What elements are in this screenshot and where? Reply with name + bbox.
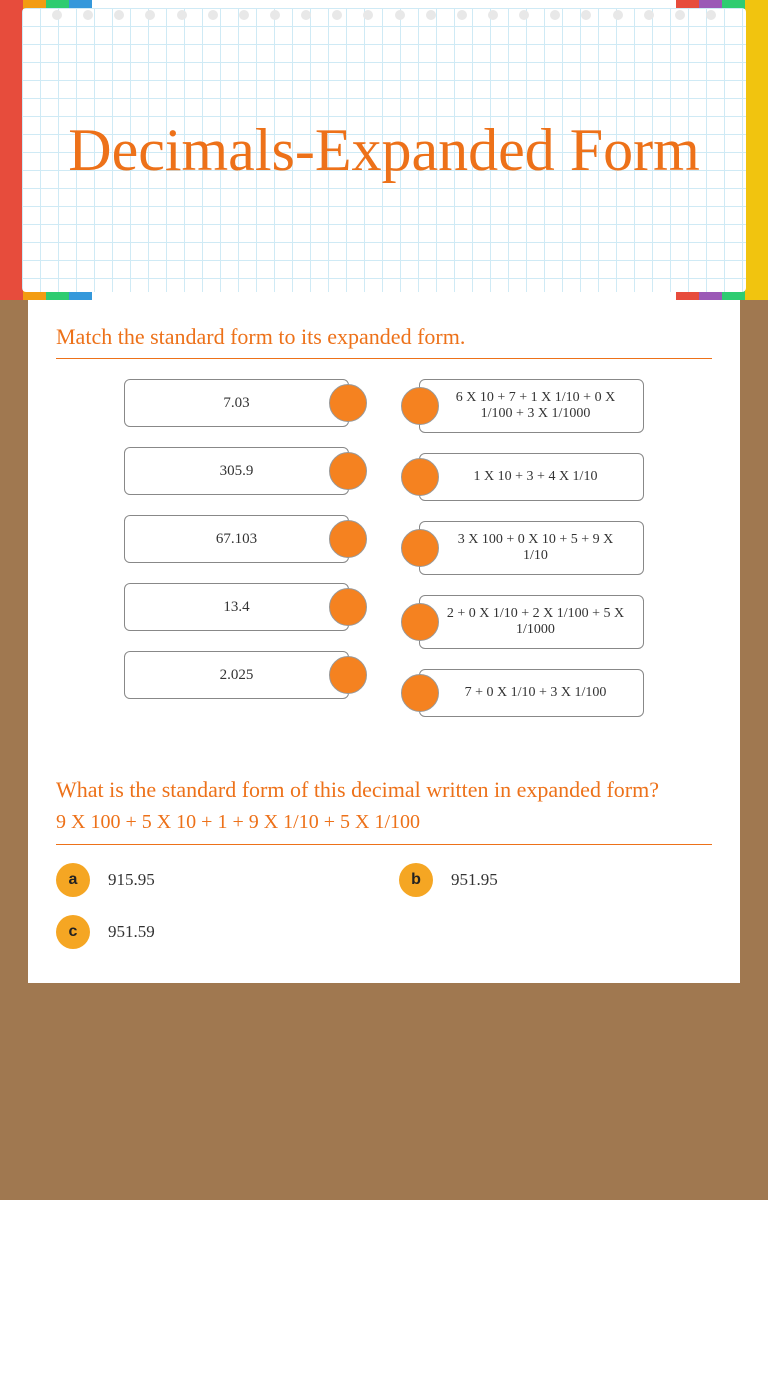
option-text: 951.95: [451, 870, 498, 890]
connector-dot[interactable]: [329, 588, 367, 626]
connector-dot[interactable]: [329, 384, 367, 422]
section2-prompt: What is the standard form of this decima…: [56, 777, 712, 803]
option-letter: c: [56, 915, 90, 949]
page-title: Decimals-Expanded Form: [68, 116, 700, 185]
match-right-item[interactable]: 1 X 10 + 3 + 4 X 1/10: [419, 453, 644, 501]
section2-expression: 9 X 100 + 5 X 10 + 1 + 9 X 1/10 + 5 X 1/…: [56, 811, 712, 845]
match-left-label: 2.025: [220, 667, 254, 684]
connector-dot[interactable]: [401, 529, 439, 567]
connector-dot[interactable]: [401, 458, 439, 496]
match-right-item[interactable]: 2 + 0 X 1/10 + 2 X 1/100 + 5 X 1/1000: [419, 595, 644, 649]
match-left-item[interactable]: 13.4: [124, 583, 349, 631]
match-right-label: 7 + 0 X 1/10 + 3 X 1/100: [465, 685, 607, 701]
match-left-item[interactable]: 305.9: [124, 447, 349, 495]
connector-dot[interactable]: [401, 387, 439, 425]
worksheet-page: Decimals-Expanded Form Match the standar…: [0, 0, 768, 1380]
match-right-item[interactable]: 7 + 0 X 1/10 + 3 X 1/100: [419, 669, 644, 717]
match-left-label: 305.9: [220, 463, 254, 480]
match-left-label: 13.4: [223, 599, 249, 616]
match-right-item[interactable]: 3 X 100 + 0 X 10 + 5 + 9 X 1/10: [419, 521, 644, 575]
matching-area: 7.03 305.9 67.103 13.4: [56, 379, 712, 717]
match-left-label: 7.03: [223, 395, 249, 412]
match-right-label: 2 + 0 X 1/10 + 2 X 1/100 + 5 X 1/1000: [446, 606, 625, 638]
match-left-item[interactable]: 7.03: [124, 379, 349, 427]
match-right-label: 1 X 10 + 3 + 4 X 1/10: [474, 469, 598, 485]
content-card: Match the standard form to its expanded …: [28, 300, 740, 983]
option-letter: b: [399, 863, 433, 897]
section1-prompt: Match the standard form to its expanded …: [56, 324, 712, 359]
match-left-item[interactable]: 2.025: [124, 651, 349, 699]
notebook-panel: Decimals-Expanded Form: [22, 8, 746, 292]
match-left-label: 67.103: [216, 531, 257, 548]
section2: What is the standard form of this decima…: [56, 777, 712, 949]
match-left-item[interactable]: 67.103: [124, 515, 349, 563]
option-text: 915.95: [108, 870, 155, 890]
match-right-item[interactable]: 6 X 10 + 7 + 1 X 1/10 + 0 X 1/100 + 3 X …: [419, 379, 644, 433]
option-text: 951.59: [108, 922, 155, 942]
connector-dot[interactable]: [329, 520, 367, 558]
option-b[interactable]: b 951.95: [399, 863, 712, 897]
header-background: Decimals-Expanded Form: [0, 0, 768, 300]
options-grid: a 915.95 b 951.95 c 951.59: [56, 863, 712, 949]
binder-holes: [52, 10, 716, 24]
option-c[interactable]: c 951.59: [56, 915, 369, 949]
match-column-right: 6 X 10 + 7 + 1 X 1/10 + 0 X 1/100 + 3 X …: [419, 379, 644, 717]
option-letter: a: [56, 863, 90, 897]
connector-dot[interactable]: [329, 452, 367, 490]
match-right-label: 3 X 100 + 0 X 10 + 5 + 9 X 1/10: [446, 532, 625, 564]
content-background: Match the standard form to its expanded …: [0, 300, 768, 1200]
match-column-left: 7.03 305.9 67.103 13.4: [124, 379, 349, 717]
connector-dot[interactable]: [401, 603, 439, 641]
match-right-label: 6 X 10 + 7 + 1 X 1/10 + 0 X 1/100 + 3 X …: [446, 390, 625, 422]
connector-dot[interactable]: [401, 674, 439, 712]
connector-dot[interactable]: [329, 656, 367, 694]
option-a[interactable]: a 915.95: [56, 863, 369, 897]
